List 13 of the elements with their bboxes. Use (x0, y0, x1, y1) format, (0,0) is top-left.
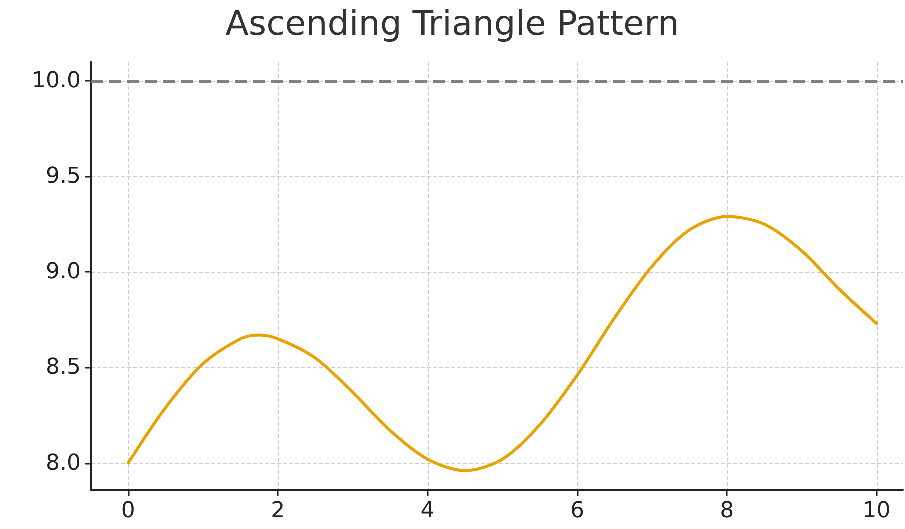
y-tick-label: 9.5 (46, 164, 81, 190)
x-tick-label: 6 (570, 498, 584, 524)
line-series (126, 215, 878, 472)
x-tick-label: 4 (420, 498, 435, 524)
y-tick-label: 10.0 (32, 68, 81, 94)
chart-title: Ascending Triangle Pattern (226, 4, 680, 44)
x-tick-label: 10 (862, 498, 891, 524)
x-tick-label: 2 (271, 498, 286, 524)
y-tick-label: 8.5 (46, 355, 81, 380)
y-tick-label: 8.0 (46, 450, 81, 476)
x-tick-label: 8 (720, 498, 734, 524)
x-tick-label: 0 (121, 498, 136, 524)
y-tick-label: 9.0 (46, 260, 81, 285)
